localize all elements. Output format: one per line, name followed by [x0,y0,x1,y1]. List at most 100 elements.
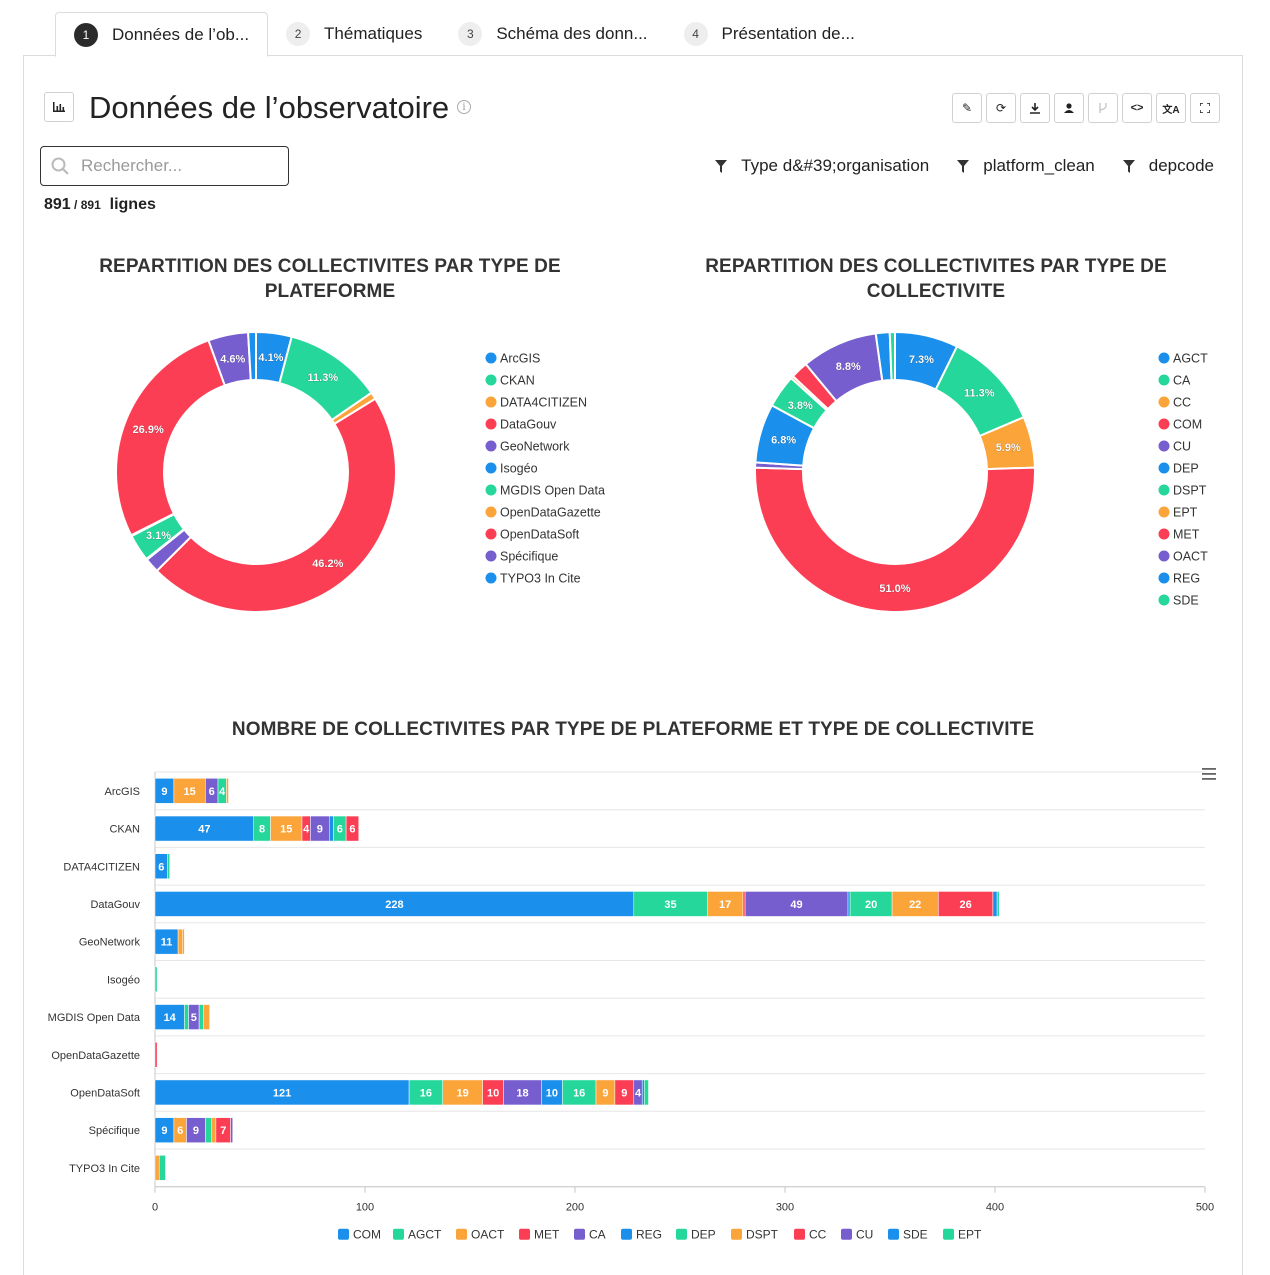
download-button[interactable] [1020,93,1050,123]
platform-legend-item[interactable]: DataGouv [500,418,557,432]
bar-segment-COM[interactable] [154,815,254,842]
translate-button[interactable]: 文A [1156,93,1186,123]
collectivite-slice-SDE[interactable] [888,330,896,382]
bar-legend-marker [456,1228,467,1240]
user-button[interactable] [1054,93,1084,123]
bar-segment-DEP[interactable] [205,1117,212,1143]
bar-segment-DSPT[interactable] [226,778,229,804]
tab-thematiques[interactable]: 2 Thématiques [268,12,440,56]
tab-schema[interactable]: 3 Schéma des donn... [440,12,665,56]
bar-segment-SDE[interactable] [641,1079,645,1106]
platform-legend-item[interactable]: OpenDataGazette [500,506,601,520]
bar-segment-COM[interactable] [154,891,635,917]
bar-segment-OACT[interactable] [442,1079,483,1106]
bar-segment-CU[interactable] [230,1117,233,1143]
info-icon[interactable]: i [457,100,471,114]
bar-legend-label: OACT [471,1228,505,1242]
bar-segment-SDE[interactable] [992,891,998,917]
tab-presentation[interactable]: 4 Présentation de... [666,12,873,56]
filter-label: Type d&#39;organisation [741,156,930,175]
bar-segment-OACT[interactable] [270,815,303,842]
bar-segment-DEP[interactable] [158,1155,166,1181]
bar-legend-item-REG[interactable]: REG [621,1228,662,1242]
platform-legend-item[interactable]: MGDIS Open Data [500,484,605,498]
bar-segment-OACT[interactable] [154,1155,160,1181]
bar-legend-item-EPT[interactable]: EPT [943,1228,982,1242]
bar-legend-item-CU[interactable]: CU [841,1228,873,1242]
collectivite-legend-item[interactable]: OACT [1173,550,1208,564]
bar-segment-DEP[interactable] [167,853,170,879]
edit-button[interactable]: ✎ [952,93,982,123]
collectivite-slice-COM[interactable] [754,466,1036,613]
bar-segment-AGCT[interactable] [154,966,158,993]
platform-slice-TYPO3 In Cite[interactable] [247,330,257,382]
bar-segment-COM[interactable] [154,1079,410,1106]
filter-depcode[interactable]: depcode [1122,156,1214,176]
bar-segment-AGCT[interactable] [633,891,708,917]
filter-type-organisation[interactable]: Type d&#39;organisation [715,156,929,176]
bar-legend-item-CC[interactable]: CC [794,1228,827,1242]
platform-legend-item[interactable]: DATA4CITIZEN [500,396,587,410]
bar-legend-item-MET[interactable]: MET [519,1228,560,1242]
bar-legend-item-DEP[interactable]: DEP [676,1228,716,1242]
collectivite-legend-item[interactable]: COM [1173,418,1202,432]
platform-legend-item[interactable]: Spécifique [500,550,558,564]
bar-segment-AGCT[interactable] [408,1079,443,1106]
bar-segment-CC[interactable] [345,815,359,842]
bar-segment-REG[interactable] [329,815,334,842]
collectivite-legend-item[interactable]: EPT [1173,506,1198,520]
fork-button[interactable] [1088,93,1118,123]
bar-segment-CC[interactable] [938,891,994,917]
fullscreen-button[interactable] [1190,93,1220,123]
bar-segment-DSPT[interactable] [211,1117,217,1143]
bar-segment-REG[interactable] [847,891,851,917]
bar-segment-AGCT[interactable] [184,1004,189,1030]
bar-segment-MET[interactable] [154,1042,158,1068]
bar-segment-OACT[interactable] [177,928,183,955]
bar-legend-marker [841,1228,852,1240]
bar-segment-DEP[interactable] [562,1079,597,1106]
platform-legend-item[interactable]: OpenDataSoft [500,528,580,542]
bar-segment-DSPT[interactable] [891,891,939,917]
row-count: 891 / 891 lignes [44,196,156,214]
tab-donnees[interactable]: 1 Données de l’ob... [55,12,269,57]
refresh-button[interactable]: ⟳ [986,93,1016,123]
bar-segment-MET[interactable] [742,891,746,917]
filter-label: platform_clean [983,156,1095,175]
bar-segment-EPT[interactable] [644,1079,649,1106]
bar-legend-item-SDE[interactable]: SDE [888,1228,928,1242]
platform-slice-OpenDataSoft[interactable] [115,339,227,537]
embed-button[interactable]: <> [1122,93,1152,123]
collectivite-legend-item[interactable]: SDE [1173,594,1199,608]
chart-menu-icon[interactable] [1202,768,1216,780]
bar-legend-item-DSPT[interactable]: DSPT [731,1228,779,1242]
platform-slice-DataGouv[interactable] [155,397,397,613]
bar-segment-DEP[interactable] [198,1004,204,1030]
bar-segment-OACT[interactable] [707,891,744,917]
search-input[interactable] [79,155,259,177]
platform-legend-item[interactable]: Isogéo [500,462,538,476]
platform-legend-item[interactable]: ArcGIS [500,352,540,366]
bar-legend-item-COM[interactable]: COM [338,1228,381,1242]
collectivite-legend-item[interactable]: CA [1173,374,1191,388]
bar-segment-DSPT[interactable] [203,1004,210,1030]
platform-legend-item[interactable]: TYPO3 In Cite [500,572,581,586]
bar-segment-EPT[interactable] [996,891,1000,917]
filter-platform[interactable]: platform_clean [957,156,1095,176]
collectivite-legend-item[interactable]: AGCT [1173,352,1208,366]
collectivite-legend-item[interactable]: DEP [1173,462,1199,476]
platform-legend-item[interactable]: CKAN [500,374,535,388]
bar-legend-item-OACT[interactable]: OACT [456,1228,505,1242]
bar-legend-item-CA[interactable]: CA [574,1228,606,1242]
collectivite-legend-item[interactable]: DSPT [1173,484,1207,498]
collectivite-legend-item[interactable]: MET [1173,528,1200,542]
platform-legend-item[interactable]: GeoNetwork [500,440,570,454]
bar-legend-item-AGCT[interactable]: AGCT [393,1228,442,1242]
bar-segment-DSPT[interactable] [182,928,185,955]
collectivite-legend-item[interactable]: REG [1173,572,1200,586]
bar-segment-OACT[interactable] [173,778,206,804]
collectivite-legend-item[interactable]: CC [1173,396,1191,410]
collectivite-legend-item[interactable]: CU [1173,440,1191,454]
bar-segment-COM[interactable] [154,1004,185,1030]
chart-type-button[interactable] [44,92,74,122]
